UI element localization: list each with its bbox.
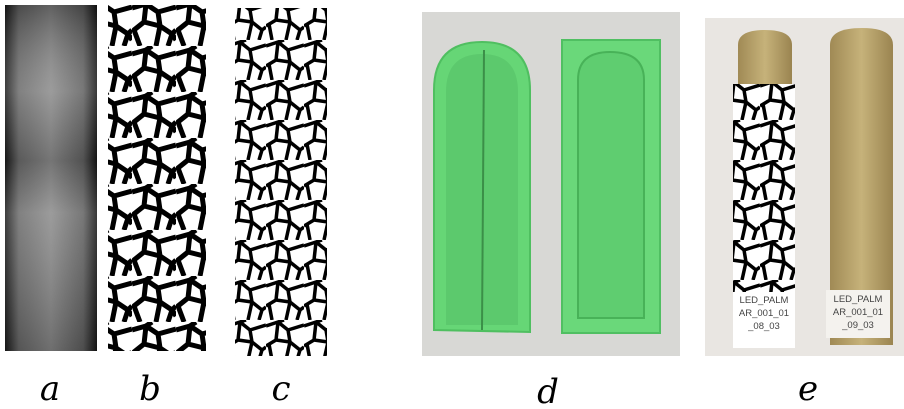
figure: LED_PALM AR_001_01 _08_03 LED_PALM AR_00… (0, 0, 904, 409)
tag-text: _08_03 (747, 321, 780, 332)
panel-label: a (40, 369, 60, 409)
tag-text: LED_PALM (740, 295, 789, 306)
binary-image-c (235, 8, 327, 356)
mold-right-cavity (578, 52, 644, 318)
panel-label: c (271, 369, 290, 409)
tag-text: LED_PALM (834, 294, 883, 305)
panel-e: LED_PALM AR_001_01 _08_03 LED_PALM AR_00… (705, 18, 904, 356)
binary-image-b (108, 5, 206, 351)
panel-a (5, 5, 97, 351)
panel-label: e (798, 369, 818, 409)
panel-label: d (537, 372, 559, 409)
page: LED_PALM AR_001_01 _08_03 LED_PALM AR_00… (0, 0, 904, 409)
panel-label: b (139, 369, 161, 409)
tag-text: AR_001_01 (739, 308, 789, 319)
tag-text: _09_03 (841, 320, 874, 331)
grayscale-shading (5, 5, 97, 351)
panel-d (422, 12, 680, 356)
tag-text: AR_001_01 (833, 307, 883, 318)
